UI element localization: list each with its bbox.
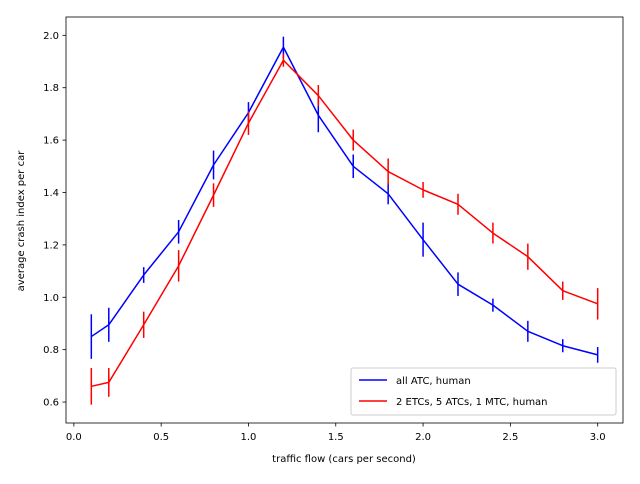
y-tick-label: 0.6 [43, 398, 59, 409]
y-tick-label: 1.0 [43, 293, 59, 304]
x-tick-label: 0.5 [153, 432, 169, 443]
x-tick-label: 1.0 [241, 432, 257, 443]
y-tick-label: 1.6 [43, 136, 59, 147]
y-tick-label: 1.8 [43, 83, 59, 94]
y-tick-label: 2.0 [43, 31, 59, 42]
series-line-1 [90, 46, 598, 356]
x-tick-label: 1.5 [328, 432, 344, 443]
y-axis-label: average crash index per car [16, 150, 27, 292]
y-tick-label: 1.4 [43, 188, 59, 199]
y-tick-label: 1.2 [43, 240, 59, 251]
legend-box [350, 367, 617, 416]
plot-area: 0.0 0.5 1.0 1.5 2.0 2.5 3.0 0.6 0.8 1.0 1.2 1.4 1.6 1… [43, 16, 624, 443]
x-tick-label: 3.0 [590, 432, 606, 443]
x-tick-label: 2.0 [415, 432, 431, 443]
series-line-2 [91, 59, 598, 388]
legend-label-1: all ATC, human [396, 376, 471, 387]
axes-frame [65, 16, 624, 424]
legend-label-2: 2 ETCs, 5 ATCs, 1 MTC, human [396, 397, 548, 408]
x-axis-label: traffic flow (cars per second) [272, 454, 416, 465]
x-tick-label: 2.5 [502, 432, 518, 443]
y-tick-label: 0.8 [43, 345, 59, 356]
x-tick-label: 0.0 [66, 432, 82, 443]
